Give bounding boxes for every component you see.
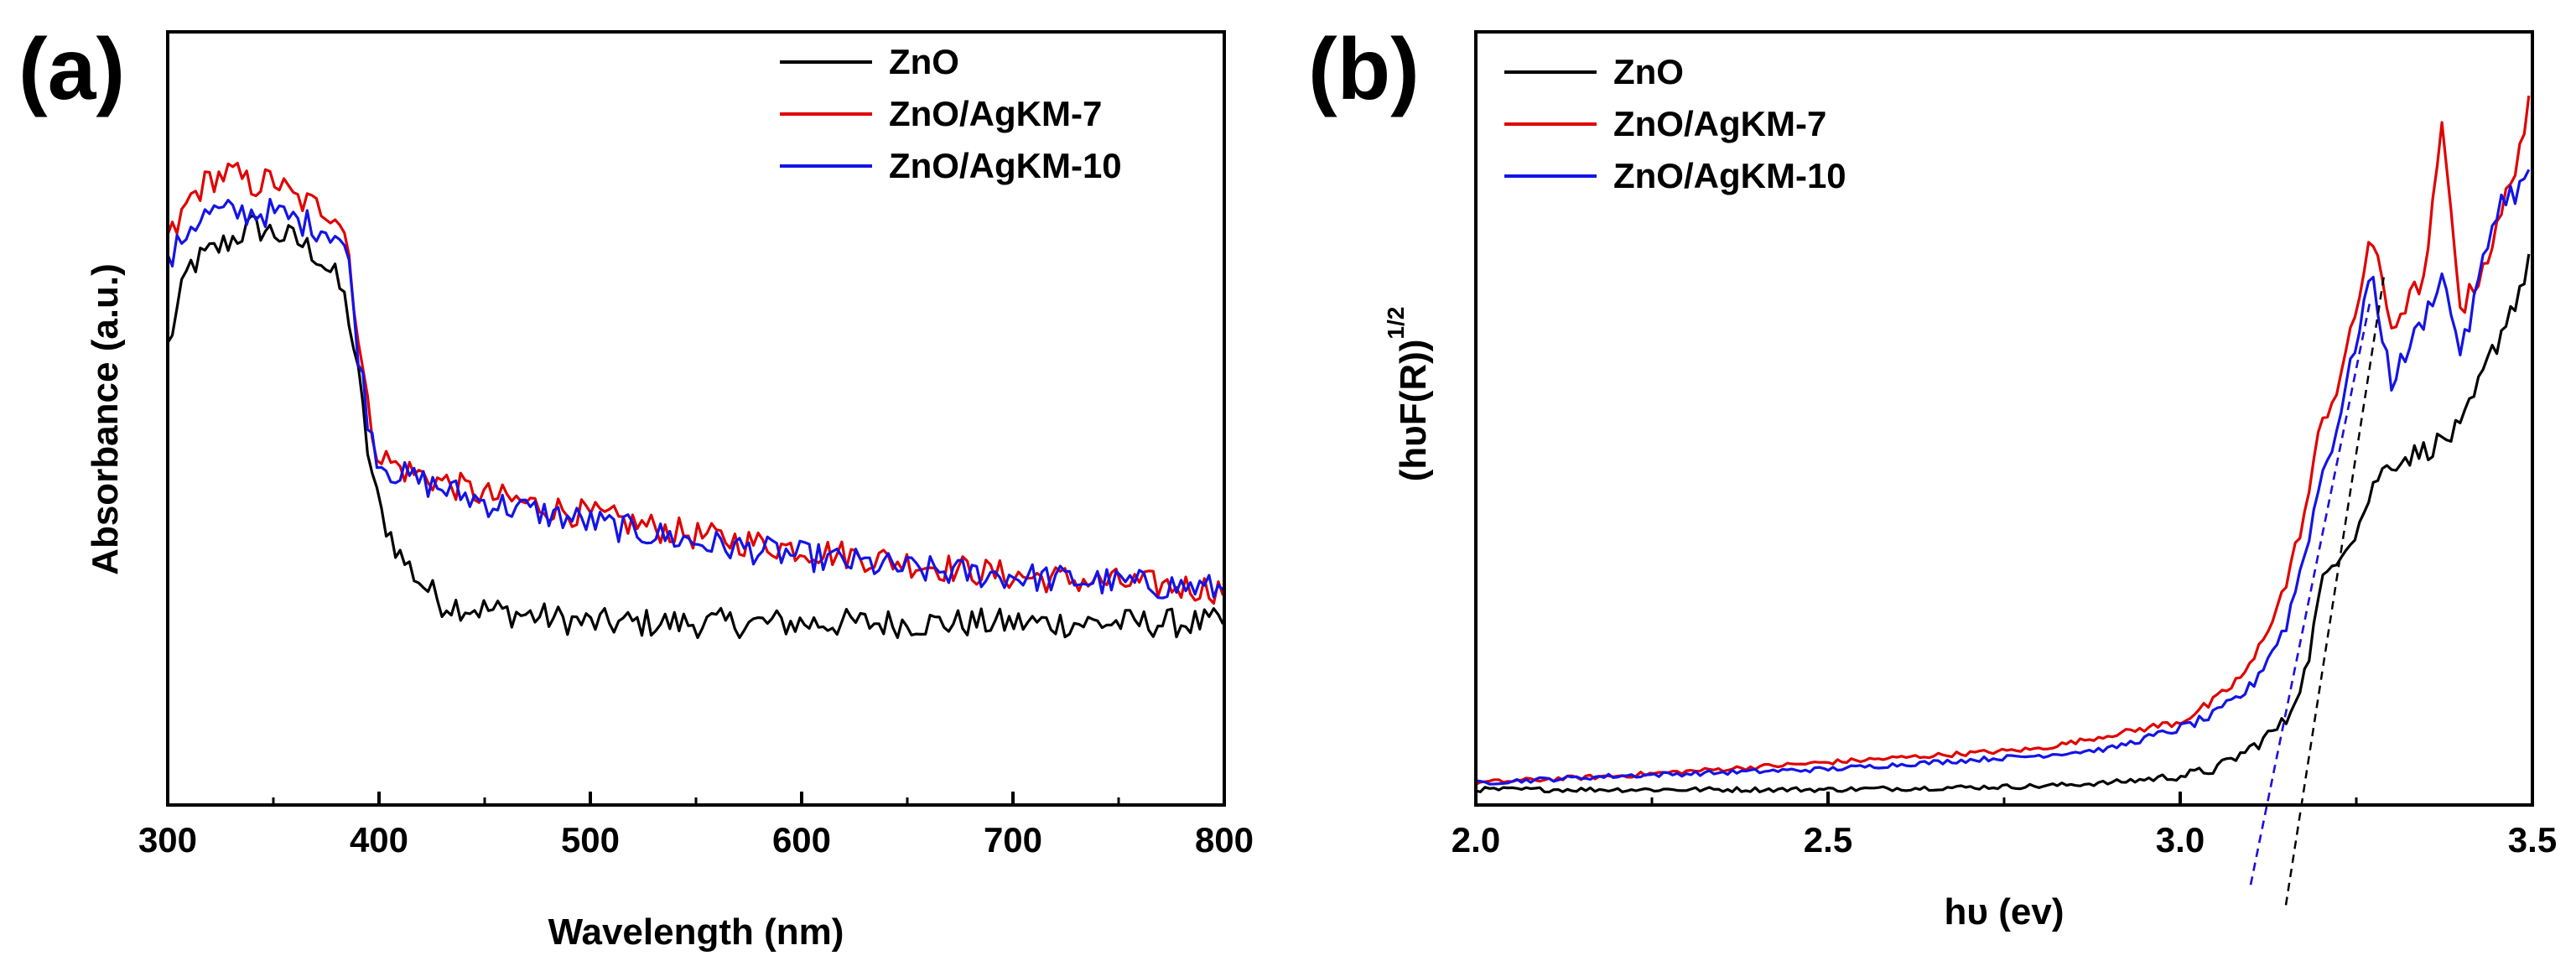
plot-a-x-axis: 300 400 500 600 700 800 xyxy=(138,792,1254,860)
plot-b-y-axis-title-main: (hυF(R)) xyxy=(1393,340,1434,482)
legend-label-b-1: ZnO/AgKM-7 xyxy=(1613,104,1826,143)
series-line-a-1 xyxy=(166,161,1225,605)
legend-label-a-2: ZnO/AgKM-10 xyxy=(889,146,1122,185)
legend-label-a-0: ZnO xyxy=(889,42,959,81)
plot-a: 300 400 500 600 700 800 ZnO ZnO/AgKM-7 ZnO/AgKM… xyxy=(85,30,1254,953)
series-line-a-0 xyxy=(166,214,1224,640)
series-line-b-1 xyxy=(1475,96,2531,786)
plot-b-tangent-lines xyxy=(2249,272,2386,906)
panel-b-label: (b) xyxy=(1308,21,1420,118)
tangent-line-0 xyxy=(2284,272,2386,906)
x-tick-label-b-1: 2.5 xyxy=(1804,820,1852,860)
plot-b-series xyxy=(1475,96,2531,794)
series-line-b-0 xyxy=(1475,253,2531,794)
x-tick-label-a-3: 600 xyxy=(772,820,831,860)
svg-text:(hυF(R))1/2: (hυF(R))1/2 xyxy=(1383,307,1434,482)
plot-b-y-axis-title-superscript: 1/2 xyxy=(1383,307,1409,340)
x-tick-label-a-5: 800 xyxy=(1195,820,1254,860)
series-line-a-2 xyxy=(166,197,1224,600)
plot-b-y-axis-title: (hυF(R))1/2 xyxy=(1383,307,1434,482)
x-tick-label-a-2: 500 xyxy=(561,820,620,860)
x-tick-label-b-3: 3.5 xyxy=(2508,820,2557,860)
plot-a-x-axis-title: Wavelength (nm) xyxy=(548,911,844,953)
panel-a-label: (a) xyxy=(18,21,125,118)
plot-a-legend: ZnO ZnO/AgKM-7 ZnO/AgKM-10 xyxy=(780,42,1122,185)
plot-a-series xyxy=(166,161,1225,640)
legend-label-b-0: ZnO xyxy=(1613,52,1684,91)
plot-b-x-axis: 2.0 2.5 3.0 3.5 xyxy=(1452,792,2557,860)
x-tick-label-a-4: 700 xyxy=(984,820,1042,860)
x-tick-label-b-2: 3.0 xyxy=(2156,820,2205,860)
plot-a-y-axis-title: Absorbance (a.u.) xyxy=(85,263,126,575)
series-line-b-2 xyxy=(1475,169,2531,786)
x-tick-label-b-0: 2.0 xyxy=(1452,820,1500,860)
plot-b-x-axis-title: hυ (ev) xyxy=(1945,891,2064,932)
plot-b: 2.0 2.5 3.0 3.5 ZnO ZnO/AgKM-7 ZnO/AgKM-10 hυ… xyxy=(1383,30,2557,932)
legend-label-b-2: ZnO/AgKM-10 xyxy=(1613,156,1846,195)
legend-label-a-1: ZnO/AgKM-7 xyxy=(889,94,1102,133)
tangent-line-2 xyxy=(2249,299,2372,886)
x-tick-label-a-1: 400 xyxy=(350,820,408,860)
plot-b-legend: ZnO ZnO/AgKM-7 ZnO/AgKM-10 xyxy=(1504,52,1846,195)
x-tick-label-a-0: 300 xyxy=(138,820,197,860)
plot-b-frame xyxy=(1474,30,2534,807)
